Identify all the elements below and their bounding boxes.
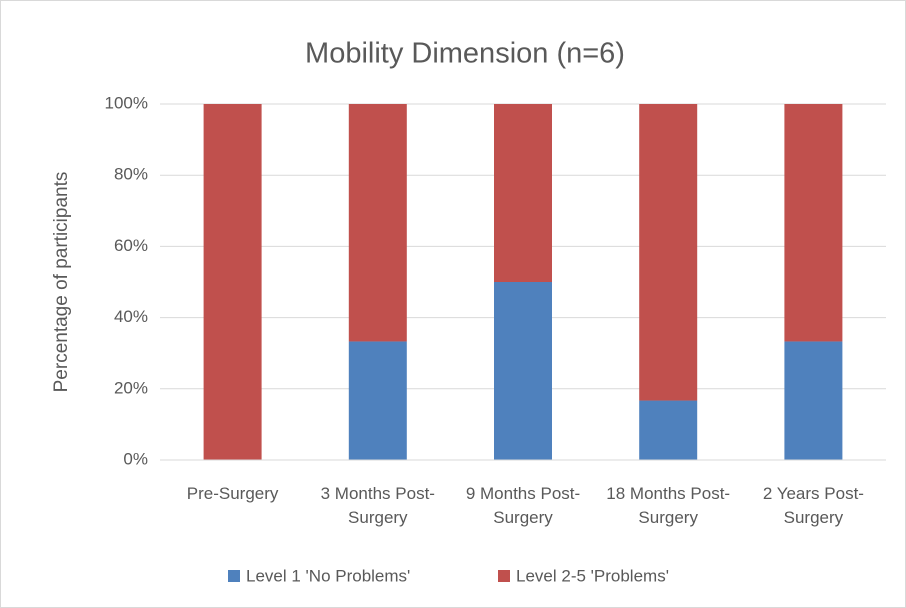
bar-segment bbox=[784, 341, 843, 460]
y-tick-label: 20% bbox=[114, 378, 148, 397]
bar-segment bbox=[639, 400, 698, 460]
x-tick-label: Pre-Surgery bbox=[186, 484, 279, 503]
bar-segment bbox=[494, 282, 552, 460]
y-tick-label: 40% bbox=[114, 307, 148, 326]
bar-segment bbox=[203, 104, 262, 460]
y-tick-label: 0% bbox=[123, 449, 148, 468]
legend-swatch bbox=[228, 570, 240, 582]
bar-segment bbox=[639, 104, 698, 401]
chart-title: Mobility Dimension (n=6) bbox=[305, 38, 625, 70]
bar-segment bbox=[348, 104, 407, 342]
bar-segment bbox=[784, 104, 843, 342]
x-tick-label: 18 Months Post-Surgery bbox=[606, 484, 731, 527]
legend-swatch bbox=[498, 570, 510, 582]
x-tick-label: 9 Months Post-Surgery bbox=[465, 484, 581, 527]
bar-segment bbox=[348, 341, 407, 460]
legend-label: Level 2-5 'Problems' bbox=[516, 566, 669, 585]
y-tick-label: 80% bbox=[114, 165, 148, 184]
x-tick-label: 2 Years Post-Surgery bbox=[762, 484, 864, 527]
y-tick-label: 60% bbox=[114, 236, 148, 255]
legend-label: Level 1 'No Problems' bbox=[246, 566, 410, 585]
x-tick-label: 3 Months Post-Surgery bbox=[320, 484, 435, 527]
y-tick-label: 100% bbox=[105, 93, 148, 112]
y-axis-label: Percentage of participants bbox=[51, 172, 72, 393]
bar-segment bbox=[494, 104, 552, 282]
